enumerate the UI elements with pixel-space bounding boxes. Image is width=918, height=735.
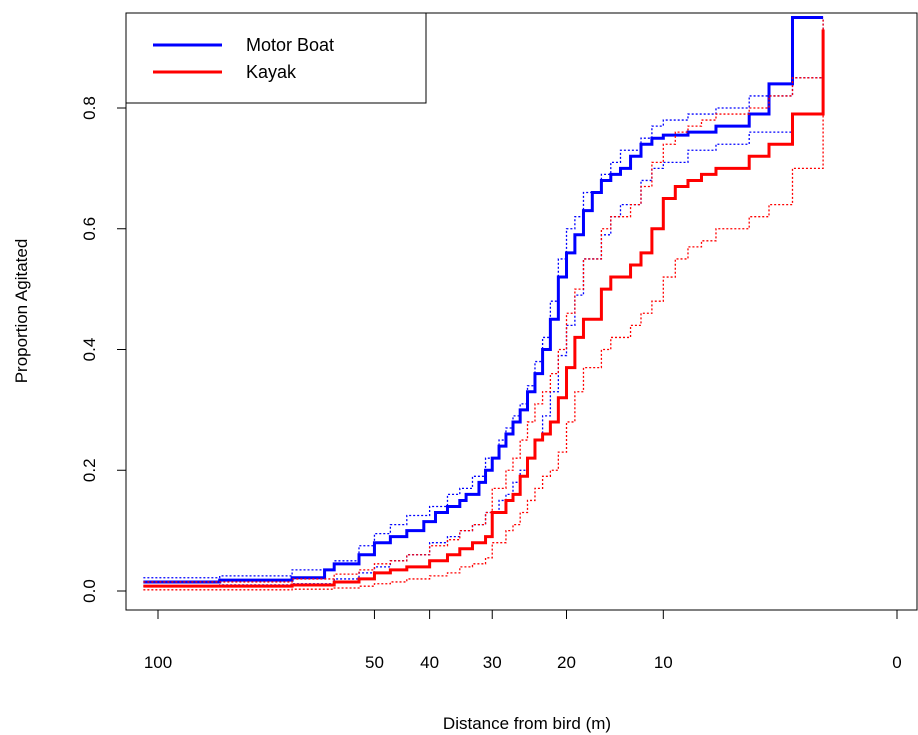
y-tick-label-4: 0.8 xyxy=(80,96,99,120)
series-line-motor-boat-upper-ci xyxy=(143,17,824,579)
x-tick-label-100: 100 xyxy=(144,653,172,672)
y-axis-label: Proportion Agitated xyxy=(12,239,31,384)
x-tick-label-40: 40 xyxy=(420,653,439,672)
x-tick-label-10: 10 xyxy=(654,653,673,672)
y-tick-label-0: 0.0 xyxy=(80,579,99,603)
plot-area-frame xyxy=(125,12,918,611)
y-tick-label-3: 0.6 xyxy=(80,217,99,241)
x-axis-label: Distance from bird (m) xyxy=(443,714,611,733)
x-tick-label-0: 0 xyxy=(892,653,901,672)
series-line-kayak-lower-ci xyxy=(143,47,824,591)
y-axis: 0.0 0.2 0.4 0.6 0.8 xyxy=(80,96,127,603)
legend-label-motor-boat: Motor Boat xyxy=(246,35,334,55)
x-axis: 100 50 40 30 20 10 0 xyxy=(144,609,902,672)
series-line-kayak xyxy=(143,29,825,588)
legend-box xyxy=(125,12,427,104)
x-tick-label-20: 20 xyxy=(557,653,576,672)
x-tick-label-50: 50 xyxy=(365,653,384,672)
series-line-kayak-upper-ci xyxy=(143,17,824,583)
series-layer xyxy=(143,15,825,591)
y-tick-label-1: 0.2 xyxy=(80,458,99,482)
y-tick-label-2: 0.4 xyxy=(80,338,99,362)
legend-label-kayak: Kayak xyxy=(246,62,297,82)
x-tick-label-30: 30 xyxy=(483,653,502,672)
legend: Motor Boat Kayak xyxy=(125,12,427,104)
